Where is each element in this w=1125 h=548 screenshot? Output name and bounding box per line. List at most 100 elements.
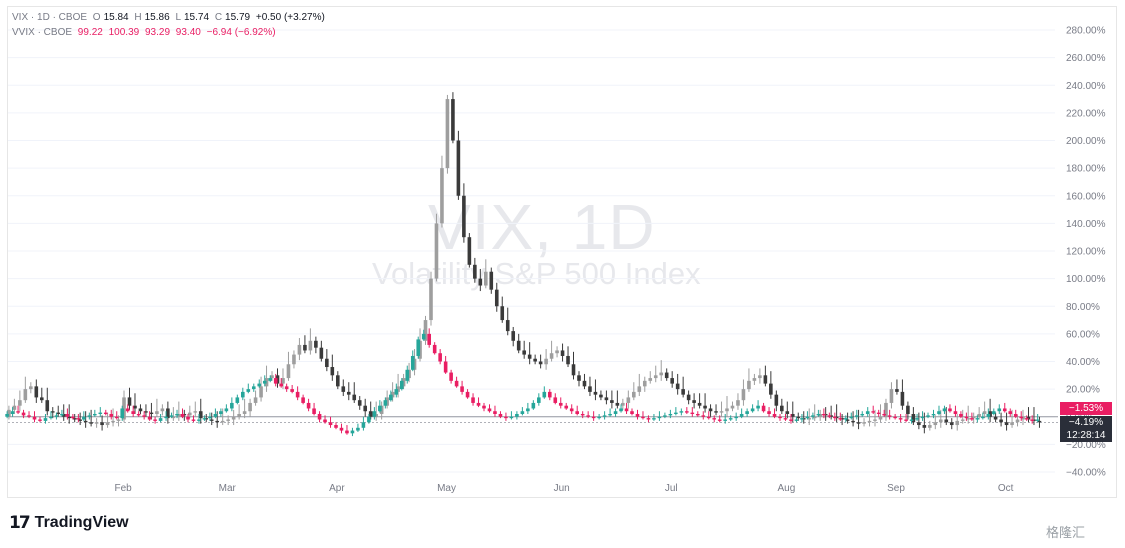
vix-candle — [845, 419, 850, 421]
y-tick-label: 40.00% — [1066, 357, 1100, 368]
vvix-candle — [1008, 411, 1013, 414]
vvix-candle — [71, 416, 75, 419]
legend-vix-close: 15.79 — [225, 12, 251, 23]
vix-candle — [29, 386, 33, 390]
vvix-candle — [328, 422, 333, 426]
vvix-candle — [438, 353, 442, 362]
vix-candle — [511, 331, 516, 341]
vix-candle — [588, 386, 592, 392]
vix-candle — [155, 411, 159, 414]
vix-candle — [149, 412, 154, 414]
legend-vix[interactable]: VIX · 1D · CBOE O 15.84 H 15.86 L 15.74 C 15… — [12, 12, 328, 23]
vvix-candle — [421, 333, 426, 340]
vvix-candle — [460, 386, 464, 392]
vix-candle — [686, 394, 691, 401]
vix-candle — [911, 413, 916, 423]
vvix-candle — [893, 416, 897, 419]
vix-candle — [281, 378, 285, 384]
vvix-candle — [361, 422, 366, 428]
vvix-candle — [580, 413, 585, 416]
vvix-candle — [569, 408, 574, 412]
vvix-candle — [125, 408, 130, 412]
vix-candle — [462, 195, 466, 238]
vix-candle — [960, 419, 965, 421]
vvix-candle — [509, 416, 514, 419]
vvix-candle — [273, 378, 278, 384]
y-tick-label: −20.00% — [1066, 440, 1106, 451]
vvix-candle — [65, 413, 70, 417]
vvix-candle — [926, 415, 930, 417]
vix-candle — [730, 405, 735, 409]
vix-candle — [270, 375, 274, 379]
legend-vvix[interactable]: VVIX · CBOE 99.22 100.39 93.29 93.40 −6.… — [12, 27, 279, 38]
vvix-candle — [778, 416, 782, 419]
vvix-candle — [449, 372, 453, 381]
vvix-candle — [674, 412, 678, 414]
vix-candle — [878, 416, 883, 420]
vvix-candle — [389, 394, 393, 401]
vix-candle — [500, 306, 505, 321]
vix-candle — [1026, 416, 1031, 420]
vvix-candle — [410, 355, 415, 370]
vvix-candle — [21, 412, 26, 416]
vvix-candle — [756, 405, 760, 409]
vix-candle — [933, 422, 938, 426]
x-tick-label: Sep — [887, 483, 905, 494]
vvix-candle — [394, 389, 399, 395]
vix-candle — [187, 412, 192, 416]
vvix-candle — [652, 418, 656, 420]
vvix-candle — [224, 408, 229, 412]
vix-candle — [390, 391, 395, 398]
vvix-candle — [345, 430, 349, 434]
legend-vvix-high: 100.39 — [108, 27, 140, 38]
vvix-candle — [717, 419, 722, 421]
vix-candle — [571, 364, 576, 376]
vix-candle — [659, 372, 664, 376]
legend-vix-name: VIX · 1D · CBOE — [12, 12, 88, 23]
vvix-candle — [262, 380, 267, 384]
vix-candle — [297, 344, 302, 355]
vvix-candle — [131, 411, 135, 414]
chart-frame — [7, 6, 1117, 498]
x-tick-label: Jul — [665, 483, 678, 494]
vix-candle — [895, 389, 899, 392]
y-tick-label: 140.00% — [1066, 219, 1106, 230]
vvix-candle — [898, 418, 903, 420]
vix-candle — [484, 271, 488, 286]
vix-candle — [648, 378, 653, 381]
vvix-candle — [306, 402, 311, 409]
legend-vix-open-label: O — [92, 12, 101, 23]
vix-candle — [292, 354, 296, 365]
vvix-candle — [547, 391, 552, 398]
vvix-candle — [668, 413, 673, 416]
vix-candle — [719, 411, 724, 413]
vvix-candle — [10, 411, 15, 414]
vix-candle — [193, 411, 198, 413]
vix-candle — [61, 413, 66, 417]
vvix-candle — [728, 418, 733, 420]
vvix-candle — [564, 405, 569, 409]
tradingview-logo[interactable]: 17 TradingView — [9, 513, 129, 533]
x-tick-label: Mar — [219, 483, 237, 494]
vvix-candle — [685, 411, 689, 413]
vix-candle — [615, 402, 620, 406]
vvix-candle — [942, 408, 947, 412]
vix-price-badge: −4.19% — [1060, 416, 1112, 429]
vix-candle — [330, 367, 335, 376]
vvix-candle — [416, 339, 421, 356]
vix-candle — [160, 408, 165, 412]
vix-candle — [966, 418, 970, 420]
vix-candle — [445, 99, 450, 169]
vvix-candle — [591, 416, 596, 419]
vvix-candle — [16, 411, 20, 413]
vix-candle — [522, 350, 526, 355]
corner-watermark: 格隆汇 — [1046, 525, 1086, 540]
vvix-candle — [876, 412, 881, 414]
vvix-candle — [794, 419, 799, 421]
vvix-candle — [909, 419, 914, 421]
vvix-candle — [43, 418, 48, 421]
vvix-candle — [268, 378, 273, 381]
vvix-candle — [339, 427, 344, 431]
vvix-candle — [531, 402, 536, 409]
